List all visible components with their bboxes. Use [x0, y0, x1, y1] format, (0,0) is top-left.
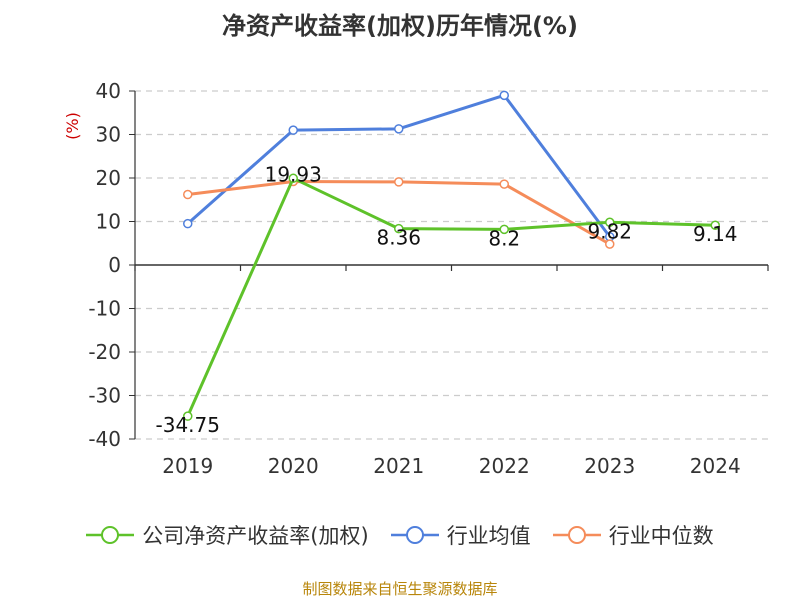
legend-item-company[interactable]: 公司净资产收益率(加权) — [86, 520, 369, 550]
legend-marker-company — [101, 526, 120, 544]
legend: 公司净资产收益率(加权) 行业均值 行业中位数 — [0, 520, 800, 550]
y-tick-label: 0 — [108, 253, 121, 277]
x-tick-label: 2020 — [268, 454, 319, 478]
series-company-point — [605, 217, 615, 228]
y-tick-label: 10 — [96, 210, 121, 234]
series-industry-avg-point — [499, 90, 509, 101]
legend-label-company: 公司净资产收益率(加权) — [142, 524, 369, 548]
x-tick-label: 2024 — [690, 454, 741, 478]
y-tick-label: 40 — [96, 79, 121, 103]
series-company-point — [499, 224, 509, 235]
series-company-line — [186, 176, 716, 417]
data-label: 9.82 — [587, 219, 632, 243]
series-industry-median-point — [499, 179, 509, 189]
series-industry-avg-point — [288, 125, 298, 135]
series-company-point — [394, 223, 404, 234]
legend-swatch-company — [86, 526, 135, 544]
legend-swatch-industry-median — [552, 526, 601, 544]
series-company-point — [710, 220, 720, 230]
data-label: 9.14 — [693, 222, 738, 246]
series-company-point — [183, 411, 193, 421]
y-tick-label: -40 — [88, 427, 121, 451]
series-industry-median-point — [605, 239, 615, 249]
series-industry-avg-line — [186, 93, 611, 238]
series-industry-avg-point — [394, 124, 404, 134]
y-tick-label: -20 — [88, 340, 121, 364]
legend-marker-industry-avg — [405, 526, 424, 544]
legend-swatch-industry-avg — [390, 526, 439, 544]
data-label: -34.75 — [156, 413, 220, 437]
chart-title: 净资产收益率(加权)历年情况(%) — [222, 12, 578, 40]
y-tick-label: -30 — [88, 384, 121, 408]
data-label: 8.2 — [488, 226, 520, 250]
data-label: 19.93 — [265, 162, 322, 186]
y-tick-label: -10 — [88, 297, 121, 321]
series-company-point — [288, 173, 298, 184]
series-industry-avg-point — [183, 218, 193, 229]
x-tick-label: 2019 — [162, 454, 213, 478]
legend-item-industry-median[interactable]: 行业中位数 — [552, 520, 714, 550]
series-industry-median-point — [394, 177, 404, 187]
source-note: 制图数据来自恒生聚源数据库 — [302, 580, 498, 598]
data-label: 8.36 — [376, 226, 421, 250]
legend-label-industry-median: 行业中位数 — [608, 524, 714, 548]
legend-item-industry-avg[interactable]: 行业均值 — [390, 520, 531, 550]
series-industry-median-point — [183, 189, 193, 200]
y-axis-label: (%) — [63, 112, 82, 140]
x-tick-label: 2022 — [479, 454, 530, 478]
y-tick-label: 20 — [96, 166, 121, 190]
x-tick-label: 2021 — [373, 454, 424, 478]
x-tick-label: 2023 — [584, 454, 635, 478]
y-tick-label: 30 — [96, 123, 121, 147]
legend-marker-industry-median — [567, 526, 586, 544]
legend-label-industry-avg: 行业均值 — [446, 524, 531, 548]
